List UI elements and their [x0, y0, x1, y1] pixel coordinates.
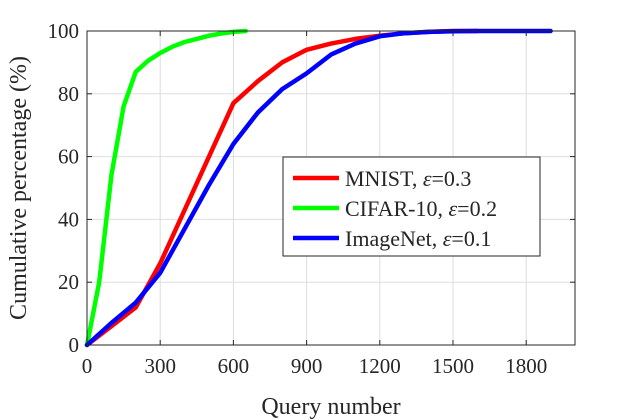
y-axis-label: Cumulative percentage (%): [6, 56, 32, 320]
legend-label-mnist: MNIST, ε=0.3: [345, 166, 471, 191]
y-tick-label: 20: [58, 270, 79, 294]
legend-label-epsilon: ε: [423, 166, 432, 191]
x-tick-label: 1200: [359, 354, 401, 378]
legend-label-value: =0.3: [432, 166, 472, 191]
legend-label-epsilon: ε: [449, 196, 458, 221]
legend-label-value: =0.1: [451, 226, 491, 251]
legend-label-epsilon: ε: [443, 226, 452, 251]
y-tick-label: 100: [48, 19, 80, 43]
y-tick-label: 60: [58, 145, 79, 169]
series-line-cifar-10: [84, 28, 248, 348]
x-tick-label: 600: [218, 354, 250, 378]
plot-frame: [86, 30, 576, 346]
x-tick-label: 1800: [505, 354, 547, 378]
legend-label-name: ImageNet,: [345, 226, 443, 251]
axis-ticks: 0 300 600 900 1200 1500 1800 0 20 40 60 80 100: [48, 19, 575, 378]
x-tick-label: 1500: [432, 354, 474, 378]
legend-label-imagenet: ImageNet, ε=0.1: [345, 226, 491, 251]
y-tick-label: 0: [69, 333, 80, 357]
x-tick-label: 300: [144, 354, 176, 378]
legend-label-name: CIFAR-10,: [345, 196, 449, 221]
y-tick-label: 80: [58, 82, 79, 106]
x-tick-label: 900: [291, 354, 323, 378]
x-tick-label: 0: [82, 354, 93, 378]
x-axis-label: Query number: [261, 394, 400, 420]
y-tick-label: 40: [58, 207, 79, 231]
legend-label-cifar-10: CIFAR-10, ε=0.2: [345, 196, 497, 221]
legend-label-value: =0.2: [457, 196, 497, 221]
legend-label-name: MNIST,: [345, 166, 423, 191]
